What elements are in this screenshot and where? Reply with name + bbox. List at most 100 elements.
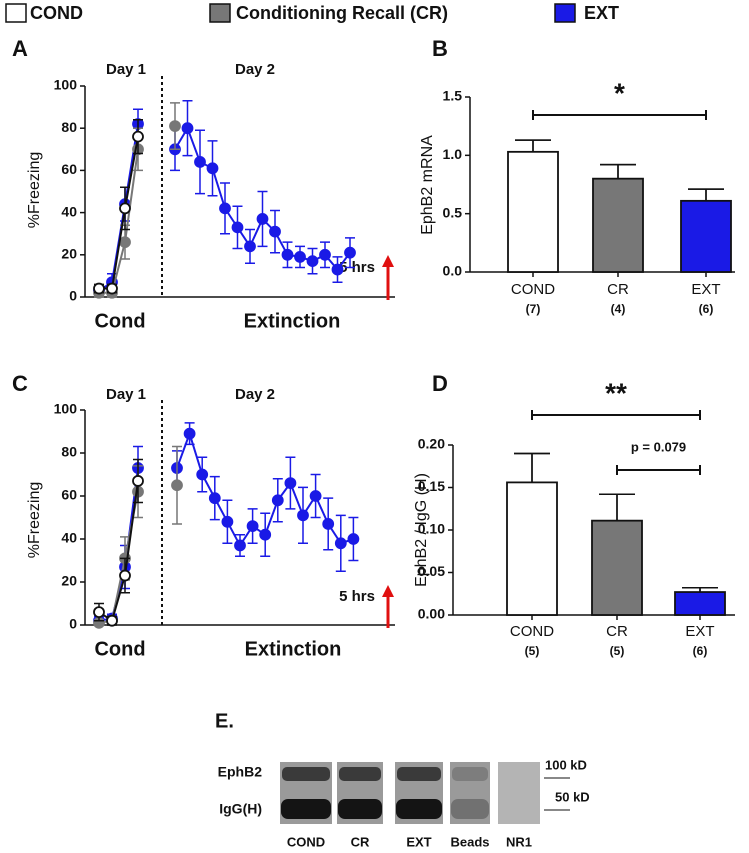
data-point (347, 533, 360, 545)
data-point (319, 248, 331, 261)
blot-band (451, 799, 489, 819)
x-tick-label: CR (606, 623, 628, 640)
data-point (208, 492, 221, 505)
x-tick-label: COND (510, 623, 554, 640)
y-tick-label: 0.20 (418, 436, 445, 452)
y-tick-label: 40 (61, 530, 77, 546)
y-tick-label: 1.0 (443, 146, 463, 162)
error-bar-upper (599, 493, 635, 521)
blot-band (397, 767, 441, 781)
data-point (256, 213, 269, 225)
significance-bracket (531, 410, 701, 420)
data-point (119, 202, 131, 215)
y-tick-label: 100 (54, 77, 78, 93)
x-axis-title: Cond (94, 638, 145, 660)
panel-label: A (12, 36, 28, 61)
n-label: (6) (693, 644, 708, 658)
data-point (119, 569, 131, 582)
data-point (309, 490, 322, 502)
data-point (281, 248, 294, 261)
significance-bracket (532, 110, 707, 120)
panel-label: D (432, 371, 448, 396)
y-tick-label: 0.10 (418, 521, 445, 537)
n-label: (5) (525, 644, 540, 658)
data-point (334, 537, 347, 550)
blot-lane (498, 762, 540, 824)
data-point (331, 263, 344, 276)
y-tick-label: 0 (69, 616, 77, 632)
data-point (297, 509, 309, 522)
significance-label: * (614, 77, 625, 108)
data-point (119, 236, 131, 249)
legend-label: COND (30, 3, 83, 23)
marker-label: 50 kD (555, 789, 590, 804)
band-label: IgG(H) (219, 801, 262, 817)
x-tick-label: CR (607, 281, 629, 298)
arrow-head (382, 585, 394, 597)
legend-swatch (5, 3, 27, 23)
data-point (93, 282, 105, 295)
bar (506, 481, 558, 616)
data-point (171, 479, 183, 492)
error-bar-upper (600, 163, 636, 179)
data-point (244, 240, 256, 253)
series-line (99, 136, 139, 290)
bar (507, 150, 559, 273)
y-tick-label: 20 (61, 573, 77, 589)
x-axis-title: Extinction (244, 310, 341, 332)
y-tick-label: 80 (61, 119, 77, 135)
day-label: Day 1 (106, 61, 146, 78)
error-bar-upper (514, 452, 550, 483)
significance-label: p = 0.079 (631, 439, 686, 454)
blot-band (338, 799, 382, 819)
marker-label: 100 kD (545, 757, 587, 772)
data-point (221, 515, 234, 528)
day-label: Day 2 (235, 386, 275, 403)
y-tick-label: 80 (61, 444, 77, 460)
data-point (132, 475, 144, 487)
band-label: EphB2 (218, 764, 263, 780)
data-point (306, 255, 319, 268)
lane-label: Beads (450, 834, 489, 849)
n-label: (6) (699, 302, 714, 316)
data-point (169, 120, 181, 132)
data-point (259, 528, 272, 541)
lane-label: EXT (406, 834, 431, 849)
legend-swatch (554, 3, 576, 23)
y-tick-label: 40 (61, 203, 77, 219)
blot-band (396, 799, 442, 819)
data-point (344, 246, 356, 259)
data-point (132, 130, 144, 143)
x-axis-title: Cond (94, 310, 145, 332)
legend-label: Conditioning Recall (CR) (236, 3, 448, 23)
y-tick-label: 0 (69, 288, 77, 304)
lane-label: COND (287, 834, 325, 849)
data-point (234, 539, 246, 552)
n-label: (5) (610, 644, 625, 658)
n-label: (4) (611, 302, 626, 316)
legend-label: EXT (584, 3, 619, 23)
error-bar-upper (515, 139, 551, 152)
n-label: (7) (526, 302, 541, 316)
y-tick-label: 1.5 (443, 88, 463, 104)
annotation: 5 hrs (339, 588, 375, 605)
y-tick-label: 20 (61, 246, 77, 262)
y-tick-label: 0.00 (418, 606, 445, 622)
data-point (271, 494, 284, 507)
data-point (93, 606, 105, 618)
day-label: Day 1 (106, 386, 146, 403)
blot-band (339, 767, 381, 781)
error-bar-upper (682, 587, 718, 593)
x-tick-label: COND (511, 281, 555, 298)
significance-bracket (616, 465, 701, 475)
panel-label: C (12, 371, 28, 396)
y-axis-title: %Freezing (26, 482, 43, 558)
panel-label: B (432, 36, 448, 61)
data-point (246, 520, 259, 532)
y-tick-label: 60 (61, 487, 77, 503)
data-point (106, 614, 118, 627)
blot-band (452, 767, 488, 781)
y-axis-title: %Freezing (26, 152, 43, 228)
data-point (106, 282, 118, 295)
y-tick-label: 0.0 (443, 263, 463, 279)
